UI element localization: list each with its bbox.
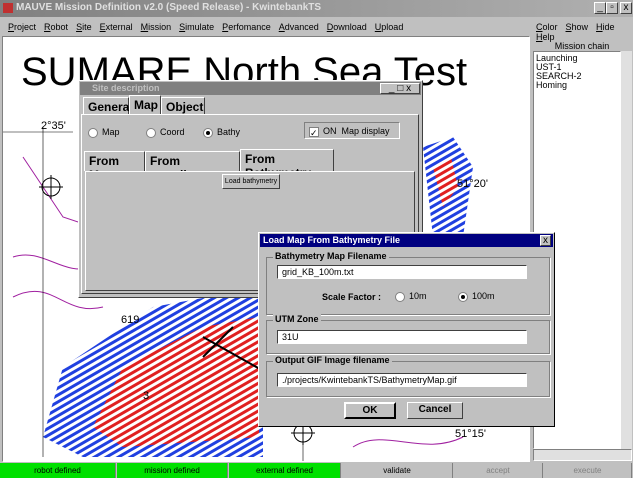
radio[interactable]: [203, 128, 213, 138]
tab[interactable]: General: [83, 97, 129, 115]
status-button[interactable]: mission defined: [117, 463, 228, 478]
window-title: MAUVE Mission Definition v2.0 (Speed Rel…: [16, 2, 321, 13]
map-label: 619: [121, 314, 139, 326]
radio-option[interactable]: Coord: [146, 127, 185, 138]
dialog-title: Site description: [92, 83, 160, 93]
decor: [39, 175, 63, 199]
map-label: 51°15': [455, 428, 486, 440]
menu-item[interactable]: Mission: [141, 22, 172, 32]
menu-item[interactable]: Perfomance: [222, 22, 271, 32]
map-display-box[interactable]: ✓ ON Map display: [304, 122, 400, 139]
option-label: 10m: [409, 291, 427, 301]
menu-item[interactable]: Download: [327, 22, 367, 32]
utm-input[interactable]: 31U: [277, 330, 527, 344]
radio-label: Bathy: [217, 127, 240, 137]
map-label: 51°20': [457, 178, 488, 190]
group-label: Bathymetry Map Filename: [273, 251, 389, 261]
h-scrollbar: [533, 449, 632, 461]
output-input[interactable]: ./projects/KwintebankTS/BathymetryMap.gi…: [277, 373, 527, 387]
status-button[interactable]: robot defined: [0, 463, 116, 478]
group: UTM Zone 31U: [266, 320, 550, 354]
load-bathymetry-button[interactable]: Load bathymetry: [222, 174, 280, 189]
decor: [395, 292, 405, 302]
checkbox-label: Map display: [342, 126, 390, 136]
dialog-title: Load Map From Bathymetry File: [263, 235, 400, 245]
radio-label: Map: [102, 127, 120, 137]
menu-item[interactable]: Advanced: [279, 22, 319, 32]
minimize[interactable]: _: [594, 2, 606, 14]
radio[interactable]: [146, 128, 156, 138]
close[interactable]: x: [620, 2, 632, 14]
menu-item[interactable]: Upload: [375, 22, 404, 32]
menu-item[interactable]: Hide: [596, 22, 615, 32]
filename-input[interactable]: grid_KB_100m.txt: [277, 265, 527, 279]
scale-option[interactable]: 100m: [458, 291, 495, 302]
close[interactable]: x: [540, 235, 551, 246]
checkbox-label: ON: [323, 126, 337, 136]
status-button[interactable]: accept: [454, 463, 543, 478]
dialog-title-bar: Load Map From Bathymetry File x: [260, 234, 553, 247]
scrollbar: [621, 51, 632, 449]
ok-button[interactable]: OK: [344, 402, 396, 419]
mission-item[interactable]: Homing: [536, 81, 618, 90]
status-button[interactable]: execute: [544, 463, 632, 478]
menu-item[interactable]: Project: [8, 22, 36, 32]
menu-item[interactable]: Simulate: [179, 22, 214, 32]
radio-option[interactable]: Bathy: [203, 127, 240, 138]
menu-bar: Project Robot Site External Mission Simulate P…: [8, 22, 411, 32]
status-button[interactable]: external defined: [229, 463, 341, 478]
title-bar: MAUVE Mission Definition v2.0 (Speed Rel…: [0, 0, 633, 17]
tab[interactable]: Map: [129, 95, 161, 115]
scale-label: Scale Factor :: [322, 292, 381, 302]
radio-label: Coord: [160, 127, 185, 137]
group-label: Output GIF Image filename: [273, 355, 392, 365]
checkbox[interactable]: ✓: [309, 127, 319, 137]
cancel-button[interactable]: Cancel: [407, 402, 463, 419]
menu-item[interactable]: Color: [536, 22, 558, 32]
menu-item[interactable]: Robot: [44, 22, 68, 32]
maximize[interactable]: ▫: [606, 2, 618, 14]
group: Output GIF Image filename ./projects/Kwi…: [266, 361, 550, 397]
subtab[interactable]: From Map: [84, 151, 145, 171]
status-button[interactable]: validate: [342, 463, 453, 478]
load-dialog: Load Map From Bathymetry File x Bathymet…: [258, 232, 555, 427]
group-label: UTM Zone: [273, 314, 321, 324]
map-label: 3: [143, 390, 149, 402]
subtab[interactable]: From Bathymetry: [240, 149, 334, 171]
mission-chain-header: Mission chain: [533, 41, 631, 51]
dialog-buttons[interactable]: _ □ x: [380, 83, 420, 94]
menu-item[interactable]: Site: [76, 22, 92, 32]
dialog-title-bar: Site description _ □ x: [80, 82, 421, 95]
subtab[interactable]: From coordinates: [145, 151, 240, 171]
radio-option[interactable]: Map: [88, 127, 120, 138]
group: Bathymetry Map Filename grid_KB_100m.txt…: [266, 257, 550, 315]
tab[interactable]: Object: [161, 97, 205, 115]
decor: [458, 292, 468, 302]
screen: MAUVE Mission Definition v2.0 (Speed Rel…: [0, 0, 633, 478]
menu-item[interactable]: Show: [566, 22, 589, 32]
radio[interactable]: [88, 128, 98, 138]
scale-option[interactable]: 10m: [395, 291, 427, 302]
app-icon: [3, 3, 13, 13]
map-label: 2°35': [41, 120, 66, 132]
menu-item[interactable]: External: [100, 22, 133, 32]
option-label: 100m: [472, 291, 495, 301]
